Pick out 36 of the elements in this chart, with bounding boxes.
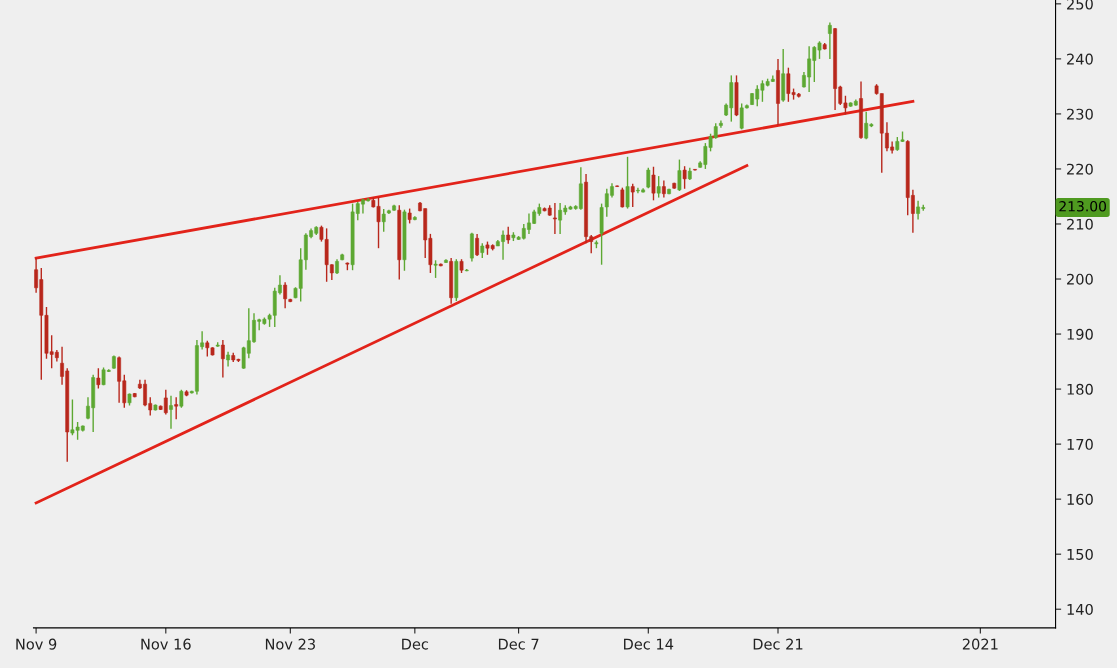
y-tick-label: 190 [1067, 328, 1093, 340]
candlestick [179, 388, 184, 409]
candlestick [553, 202, 557, 235]
candlestick [220, 339, 225, 379]
candlestick [475, 233, 479, 257]
y-tick-label: 150 [1067, 548, 1093, 560]
y-tick-label: 240 [1067, 53, 1093, 65]
x-tick-label: Dec 7 [498, 638, 539, 650]
y-tick-label: 160 [1067, 493, 1093, 505]
y-tick-label: 180 [1067, 383, 1093, 395]
candlestick [682, 165, 687, 190]
candlestick [174, 396, 179, 421]
y-tick-label: 230 [1067, 108, 1093, 120]
candlestick [625, 156, 630, 210]
x-tick-label: 2021 [962, 638, 998, 650]
candlestick [169, 394, 173, 430]
y-tick-label: 220 [1067, 163, 1093, 175]
x-tick-label: Dec [402, 638, 429, 650]
candlestick [651, 166, 656, 202]
x-tick-label: Nov 23 [265, 638, 315, 650]
candlestick [827, 21, 832, 60]
x-tick-label: Dec 14 [624, 638, 674, 650]
x-tick-label: Nov 9 [16, 638, 57, 650]
candlestick [630, 183, 635, 208]
candlestick [656, 175, 661, 199]
x-tick-label: Dec 21 [753, 638, 803, 650]
candlestick [677, 158, 682, 192]
y-tick-label: 140 [1067, 603, 1093, 615]
y-tick-label: 200 [1067, 273, 1093, 285]
candlestick [96, 367, 101, 390]
candlestick [283, 281, 288, 309]
x-tick-label: Nov 16 [141, 638, 191, 650]
text: 213.00 [1059, 201, 1107, 212]
y-tick-label: 210 [1067, 218, 1093, 230]
y-tick-label: 170 [1067, 438, 1093, 450]
candlestick [620, 186, 625, 209]
